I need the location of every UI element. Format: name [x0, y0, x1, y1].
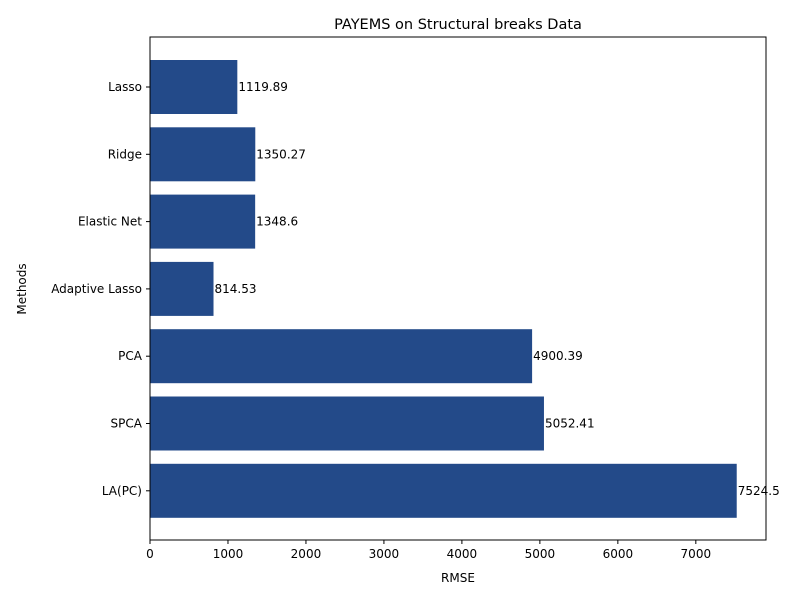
y-axis-ticks: Lasso Ridge Elastic Net Adaptive Lasso PCA SP…	[51, 80, 150, 498]
x-tick-label: 3000	[369, 547, 400, 561]
x-tick-label: 6000	[603, 547, 634, 561]
data-label: 1119.89	[238, 80, 288, 94]
y-tick-label: SPCA	[111, 417, 143, 431]
data-label: 1350.27	[256, 147, 306, 161]
bar-la-pc	[150, 463, 737, 518]
bar-pca	[150, 329, 533, 384]
y-tick-label: PCA	[118, 349, 143, 363]
data-labels-layer: 1119.89 1350.27 1348.6 814.53 4900.39 5052.41…	[215, 80, 780, 498]
bar-lasso	[150, 60, 238, 114]
y-tick-label: Elastic Net	[78, 215, 142, 229]
chart-title: PAYEMS on Structural breaks Data	[334, 17, 582, 33]
y-tick-label: Lasso	[108, 80, 142, 94]
y-tick-label: Ridge	[108, 147, 142, 161]
x-tick-label: 7000	[681, 547, 712, 561]
x-axis-ticks: 0 1000 2000 3000 4000 5000 6000 7000	[146, 540, 711, 561]
x-tick-label: 0	[146, 547, 154, 561]
x-tick-label: 2000	[291, 547, 322, 561]
y-tick-label: Adaptive Lasso	[51, 282, 142, 296]
x-axis-label: RMSE	[441, 571, 475, 585]
bar-ridge	[150, 127, 256, 182]
bar-spca	[150, 396, 544, 451]
x-tick-label: 5000	[525, 547, 556, 561]
data-label: 5052.41	[545, 417, 595, 431]
y-axis-label: Methods	[15, 263, 29, 314]
data-label: 814.53	[215, 282, 257, 296]
bar-elastic-net	[150, 194, 256, 249]
bars-layer	[150, 60, 737, 518]
plot-frame	[149, 36, 767, 541]
y-tick-label: LA(PC)	[102, 484, 142, 498]
x-tick-label: 1000	[213, 547, 244, 561]
x-tick-label: 4000	[447, 547, 478, 561]
data-label: 1348.6	[256, 215, 298, 229]
data-label: 4900.39	[533, 349, 583, 363]
data-label: 7524.5	[738, 484, 780, 498]
bar-adaptive-lasso	[150, 261, 214, 316]
